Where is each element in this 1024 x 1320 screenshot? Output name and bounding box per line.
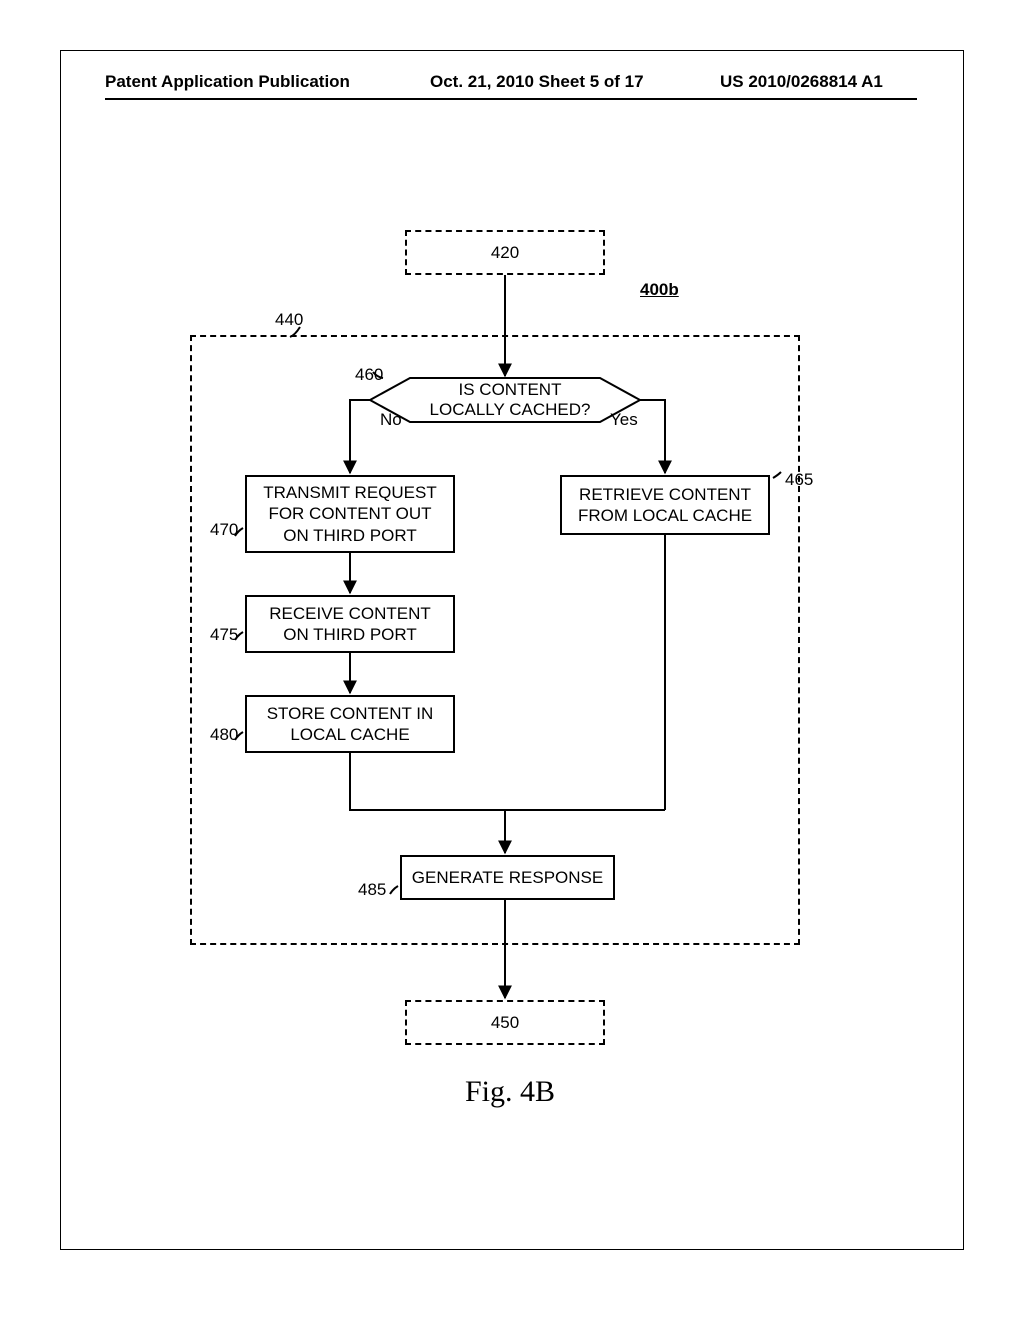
flowchart: 400b 440 420 460 IS CONTENT LOCALLY CACH… xyxy=(0,0,1024,1320)
decision-yes: Yes xyxy=(610,410,638,430)
box-470: TRANSMIT REQUEST FOR CONTENT OUT ON THIR… xyxy=(245,475,455,553)
ref-400b: 400b xyxy=(640,280,679,300)
box-450-label: 450 xyxy=(491,1012,519,1033)
ref-465: 465 xyxy=(785,470,813,490)
box-420: 420 xyxy=(405,230,605,275)
box-465: RETRIEVE CONTENT FROM LOCAL CACHE xyxy=(560,475,770,535)
ref-440: 440 xyxy=(275,310,303,330)
ref-470: 470 xyxy=(210,520,238,540)
ref-480: 480 xyxy=(210,725,238,745)
box-480: STORE CONTENT IN LOCAL CACHE xyxy=(245,695,455,753)
box-475: RECEIVE CONTENT ON THIRD PORT xyxy=(245,595,455,653)
decision-no: No xyxy=(380,410,402,430)
ref-475: 475 xyxy=(210,625,238,645)
box-450: 450 xyxy=(405,1000,605,1045)
ref-485: 485 xyxy=(358,880,386,900)
box-420-label: 420 xyxy=(491,242,519,263)
box-485: GENERATE RESPONSE xyxy=(400,855,615,900)
decision-text: IS CONTENT LOCALLY CACHED? xyxy=(420,380,600,421)
figure-label: Fig. 4B xyxy=(465,1075,555,1109)
ref-460: 460 xyxy=(355,365,383,385)
